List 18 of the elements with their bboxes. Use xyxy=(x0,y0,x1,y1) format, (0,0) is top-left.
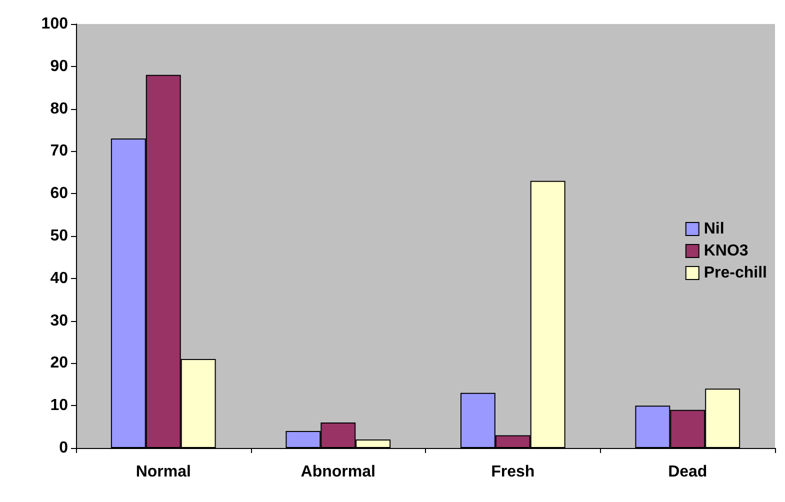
x-tick-label: Normal xyxy=(136,464,191,480)
legend-label: KNO3 xyxy=(704,242,748,260)
y-tick-label: 50 xyxy=(50,228,68,244)
y-tick-label: 60 xyxy=(50,185,68,202)
x-tick-label: Dead xyxy=(668,464,708,480)
y-tick-label: 0 xyxy=(59,440,68,456)
y-tick-label: 10 xyxy=(50,397,68,414)
y-tick-label: 80 xyxy=(50,100,68,118)
y-tick-label: 90 xyxy=(50,58,68,75)
legend-label: Pre-chill xyxy=(704,264,768,282)
y-tick-label: 100 xyxy=(41,16,68,32)
x-tick-label: Abnormal xyxy=(300,464,376,480)
y-tick-label: 70 xyxy=(50,142,68,160)
x-tick-label: Fresh xyxy=(491,464,535,480)
y-tick-label: 30 xyxy=(50,312,68,330)
y-tick-label: 40 xyxy=(50,270,68,287)
y-tick-label: 20 xyxy=(50,354,68,372)
legend-label: Nil xyxy=(704,220,724,238)
